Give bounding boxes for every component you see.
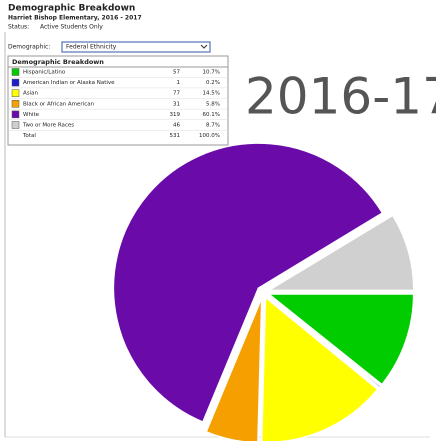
pie-slice — [266, 293, 415, 386]
legend-swatch — [11, 121, 20, 129]
percent: 0.2% — [206, 80, 220, 86]
table-rows: Hispanic/Latino 57 10.7% American Indian or… — [8, 68, 228, 139]
percent: 10.7% — [203, 70, 220, 76]
legend-swatch — [11, 68, 20, 76]
legend-swatch — [11, 89, 20, 97]
status-label: Status: — [8, 24, 29, 31]
pie-slice — [112, 142, 384, 423]
category: Hispanic/Latino — [23, 70, 66, 76]
category: White — [23, 112, 40, 118]
pie-slice — [266, 214, 415, 292]
count: 319 — [170, 112, 181, 118]
report-title: Demographic Breakdown — [8, 4, 135, 14]
pie-slice — [267, 295, 382, 389]
table-title: Demographic Breakdown — [12, 58, 104, 66]
total: 531 — [170, 133, 181, 139]
count: 57 — [173, 70, 180, 76]
legend-swatch — [11, 110, 20, 119]
legend-swatch — [11, 78, 20, 87]
demographic-value: Federal Ethnicity — [66, 44, 117, 51]
count: 31 — [173, 101, 180, 107]
percent: 8.7% — [206, 123, 220, 129]
pie — [112, 142, 415, 444]
percent: 60.1% — [203, 112, 220, 118]
count: 1 — [177, 80, 181, 86]
school: Harriet Bishop Elementary, 2016 - 2017 — [8, 15, 142, 22]
status: Active Students Only — [40, 24, 103, 31]
category: Black or African American — [23, 101, 95, 107]
percent: 5.8% — [206, 101, 220, 107]
category: American Indian or Alaska Native — [23, 80, 115, 86]
select-arrow — [200, 44, 208, 49]
total-percent: 100.0% — [199, 133, 220, 139]
demographic-label: Demographic: — [8, 44, 50, 51]
category: Asian — [23, 91, 39, 97]
total-label: Total — [22, 133, 36, 139]
legend-swatch — [11, 100, 20, 108]
category: Two or More Races — [22, 123, 74, 129]
count: 46 — [173, 123, 180, 129]
year-annotation: 2016-17 — [245, 68, 436, 126]
percent: 14.5% — [203, 91, 220, 97]
count: 77 — [173, 91, 180, 97]
demographic-select[interactable] — [61, 41, 211, 53]
